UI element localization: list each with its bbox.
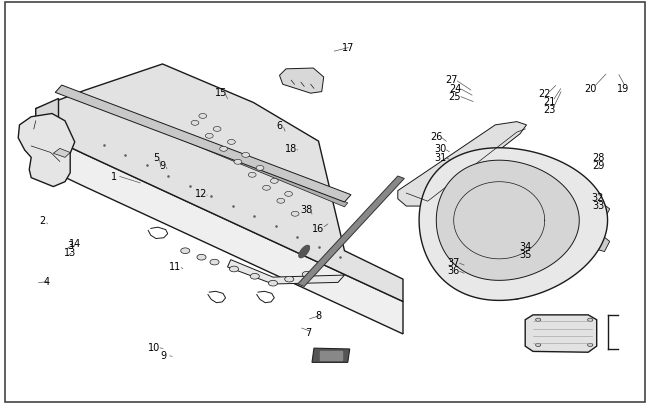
Polygon shape [55, 86, 351, 202]
Circle shape [250, 274, 259, 279]
Circle shape [291, 212, 299, 217]
Circle shape [220, 147, 228, 152]
Text: 21: 21 [543, 97, 556, 107]
Text: 5: 5 [153, 153, 159, 163]
Circle shape [268, 281, 278, 286]
Text: 35: 35 [519, 249, 532, 259]
Polygon shape [312, 348, 350, 362]
Text: 27: 27 [445, 75, 458, 85]
Text: 28: 28 [592, 153, 604, 163]
Polygon shape [419, 148, 608, 301]
Text: 31: 31 [435, 152, 447, 162]
Text: 8: 8 [315, 310, 322, 320]
Circle shape [536, 343, 541, 347]
Circle shape [588, 318, 593, 322]
Text: 12: 12 [195, 189, 208, 198]
Circle shape [234, 160, 242, 165]
Circle shape [213, 127, 221, 132]
Text: 1: 1 [111, 171, 117, 181]
Text: 11: 11 [170, 262, 181, 271]
Text: 22: 22 [538, 89, 551, 99]
Text: 6: 6 [276, 121, 283, 130]
Circle shape [197, 255, 206, 260]
Polygon shape [36, 99, 58, 164]
Text: 36: 36 [448, 266, 460, 275]
Text: 16: 16 [313, 224, 324, 234]
Text: 7: 7 [306, 327, 312, 337]
Circle shape [191, 121, 199, 126]
Text: 32: 32 [592, 193, 604, 202]
Polygon shape [398, 122, 526, 207]
Polygon shape [590, 236, 610, 252]
Text: 24: 24 [448, 83, 461, 93]
Text: 9: 9 [161, 351, 167, 360]
Text: 20: 20 [584, 83, 597, 93]
Circle shape [270, 179, 278, 184]
Text: 25: 25 [448, 92, 461, 101]
Text: 9: 9 [159, 160, 166, 170]
Circle shape [285, 192, 292, 197]
Polygon shape [36, 132, 403, 334]
Text: 33: 33 [592, 201, 604, 211]
Circle shape [248, 173, 256, 178]
Polygon shape [227, 260, 344, 284]
Text: 15: 15 [214, 87, 227, 97]
Text: 10: 10 [148, 343, 160, 352]
Text: 37: 37 [447, 258, 460, 267]
Circle shape [199, 114, 207, 119]
Text: 19: 19 [617, 83, 629, 93]
Polygon shape [53, 149, 70, 158]
Circle shape [263, 186, 270, 191]
Circle shape [302, 272, 311, 277]
Circle shape [242, 153, 250, 158]
Polygon shape [590, 203, 610, 220]
Text: 26: 26 [430, 132, 443, 142]
Circle shape [181, 248, 190, 254]
Text: 3: 3 [67, 240, 73, 250]
Polygon shape [525, 315, 597, 352]
Circle shape [285, 277, 294, 282]
Circle shape [205, 134, 213, 139]
Circle shape [536, 318, 541, 322]
Polygon shape [299, 246, 309, 258]
Text: 2: 2 [39, 216, 46, 226]
Polygon shape [36, 65, 403, 302]
Polygon shape [18, 114, 75, 187]
Circle shape [277, 199, 285, 204]
Circle shape [256, 166, 264, 171]
Polygon shape [436, 161, 579, 281]
Text: 17: 17 [341, 43, 354, 53]
Text: 34: 34 [519, 241, 531, 251]
Text: 38: 38 [301, 205, 313, 215]
Polygon shape [280, 69, 324, 94]
Polygon shape [84, 96, 348, 207]
Circle shape [588, 343, 593, 347]
Text: 18: 18 [285, 144, 297, 154]
Text: 29: 29 [592, 160, 604, 170]
Polygon shape [320, 352, 342, 360]
Circle shape [210, 260, 219, 265]
Text: 23: 23 [543, 105, 556, 115]
Text: 4: 4 [44, 277, 50, 286]
Circle shape [229, 266, 239, 272]
Text: 30: 30 [435, 144, 447, 154]
Text: 14: 14 [69, 238, 81, 248]
Circle shape [227, 140, 235, 145]
Text: 13: 13 [64, 247, 76, 257]
Polygon shape [298, 177, 404, 287]
Polygon shape [473, 280, 528, 300]
